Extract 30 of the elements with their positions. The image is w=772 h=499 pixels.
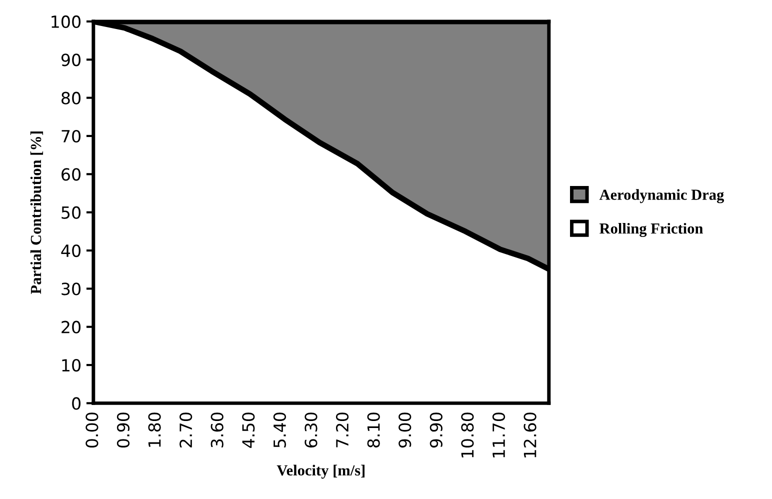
x-tick-label: 0.90 (116, 412, 130, 448)
y-tick-label: 0 (72, 397, 80, 410)
x-tick-label: 9.00 (398, 412, 412, 448)
y-tick-label: 30 (62, 282, 80, 296)
x-axis-title: Velocity [m/s] (276, 464, 364, 479)
y-tick-label: 60 (62, 168, 80, 181)
y-tick-label: 20 (62, 320, 80, 334)
x-tick-label: 2.70 (180, 412, 192, 448)
x-tick-label: 4.50 (242, 412, 255, 448)
y-tick-label: 70 (62, 130, 80, 143)
x-tick-label: 10.80 (461, 412, 474, 458)
x-tick-label: 7.20 (336, 412, 349, 448)
y-tick-label: 40 (61, 244, 80, 258)
legend-label: Aerodynamic Drag (599, 189, 724, 204)
y-tick-label: 80 (62, 92, 80, 104)
x-tick-label: 9.90 (430, 412, 442, 448)
y-axis-title: Partial Contribution [%] (30, 132, 44, 294)
y-tick-label: 50 (62, 206, 80, 219)
x-tick-label: 11.70 (492, 412, 506, 458)
x-tick-label: 1.80 (148, 412, 161, 447)
x-tick-label: 8.10 (367, 412, 380, 448)
y-tick-label: 10 (62, 358, 80, 372)
x-tick-label: 0.00 (86, 412, 98, 448)
x-tick-label: 12.60 (524, 412, 536, 458)
x-tick-label: 5.40 (273, 412, 286, 448)
x-tick-label: 3.60 (210, 412, 224, 448)
legend-label: Rolling Friction (600, 222, 703, 237)
y-tick-label: 100 (52, 15, 80, 28)
x-tick-label: 6.30 (304, 412, 318, 448)
y-tick-label: 90 (61, 54, 80, 66)
